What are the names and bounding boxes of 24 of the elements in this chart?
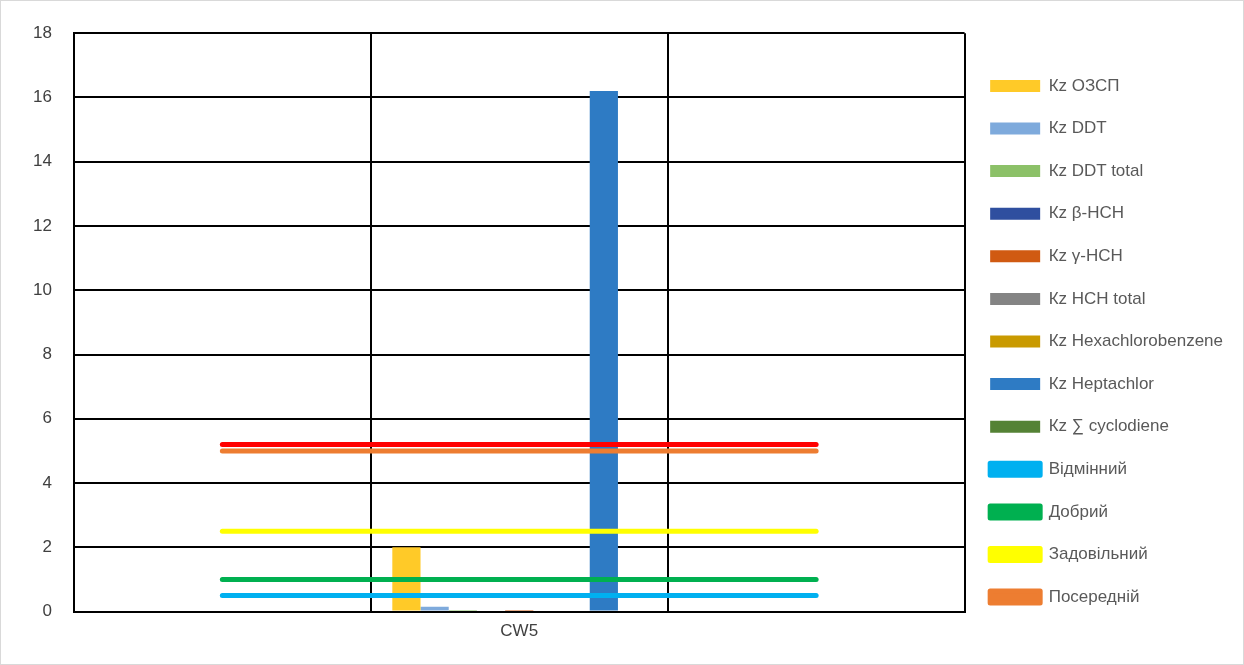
- y-tick-label: 12: [32, 215, 52, 235]
- legend-label: Кz HCH total: [1048, 288, 1146, 308]
- legend-label: Посередній: [1048, 586, 1140, 606]
- legend-label: Відмінний: [1048, 458, 1127, 478]
- y-tick-label: 6: [42, 408, 52, 428]
- legend-label: Добрий: [1048, 501, 1108, 521]
- y-tick-label: 10: [32, 279, 52, 299]
- y-tick-label: 18: [32, 22, 52, 42]
- legend-label: Кz γ-HCH: [1048, 245, 1123, 265]
- legend-label: Кz Heptachlor: [1048, 373, 1155, 393]
- y-tick-label: 14: [32, 151, 52, 171]
- legend-label: Задовільний: [1048, 544, 1148, 564]
- y-tick-label: 0: [42, 601, 52, 621]
- legend-label: Кz ∑ cyclodiene: [1048, 416, 1169, 436]
- x-tick-label: CW5: [500, 621, 539, 641]
- legend-label: Кz DDT: [1048, 118, 1107, 138]
- legend-label: Кz DDT total: [1048, 160, 1144, 180]
- legend-label: Кz β-HCH: [1048, 203, 1125, 223]
- y-tick-label: 2: [42, 537, 52, 557]
- y-tick-label: 4: [42, 472, 52, 492]
- legend-label: Кz ОЗСП: [1048, 75, 1120, 95]
- y-tick-label: 16: [32, 87, 52, 107]
- legend-label: Кz Hexachlorobenzene: [1048, 331, 1223, 351]
- y-tick-label: 8: [42, 344, 52, 364]
